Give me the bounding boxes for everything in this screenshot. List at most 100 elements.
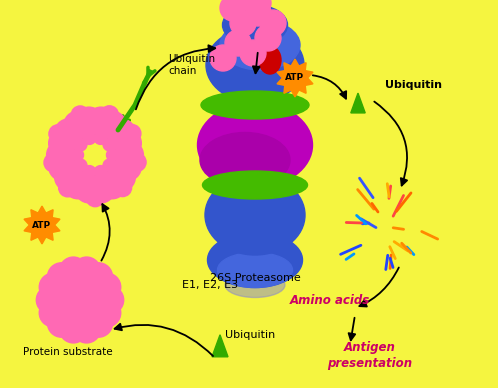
Circle shape [47,141,75,169]
Circle shape [107,149,120,161]
Circle shape [230,0,256,11]
Circle shape [108,119,135,147]
Circle shape [93,273,121,301]
Ellipse shape [200,132,290,187]
Circle shape [77,275,105,303]
Circle shape [96,286,124,314]
Polygon shape [277,59,313,97]
FancyArrowPatch shape [115,324,213,356]
Circle shape [66,270,94,298]
Ellipse shape [225,272,285,298]
Circle shape [87,175,115,203]
Circle shape [93,299,121,327]
Text: Antigen
presentation: Antigen presentation [328,341,412,369]
Circle shape [94,131,107,144]
Circle shape [255,25,281,51]
Circle shape [49,153,77,181]
Circle shape [49,129,77,157]
Circle shape [220,0,246,21]
Circle shape [100,106,119,124]
Circle shape [70,149,84,161]
Circle shape [59,179,77,197]
FancyArrowPatch shape [102,204,110,261]
Circle shape [82,286,110,314]
Circle shape [114,153,141,181]
Ellipse shape [259,46,281,74]
Circle shape [47,309,76,337]
Ellipse shape [201,91,309,119]
Polygon shape [351,93,365,113]
Text: ATP: ATP [285,73,305,83]
Circle shape [98,171,126,199]
Circle shape [66,301,94,330]
Circle shape [49,125,67,143]
Text: Ubiquitin: Ubiquitin [385,80,442,90]
Circle shape [75,107,103,135]
FancyArrowPatch shape [360,267,399,307]
Circle shape [39,273,67,301]
Text: E1, E2, E3: E1, E2, E3 [182,280,238,290]
Circle shape [85,309,113,337]
Circle shape [66,286,94,314]
Ellipse shape [208,232,302,288]
Circle shape [245,0,271,26]
Circle shape [260,10,286,36]
Circle shape [36,286,64,314]
Circle shape [64,171,92,199]
Circle shape [86,189,104,207]
Circle shape [55,297,83,325]
Circle shape [74,159,87,172]
Circle shape [87,107,115,135]
Text: Ubiquitin
chain: Ubiquitin chain [168,54,215,76]
Circle shape [39,299,67,327]
Circle shape [230,10,256,36]
Circle shape [74,138,87,151]
FancyArrowPatch shape [313,75,346,99]
FancyArrowPatch shape [374,102,407,185]
Circle shape [114,178,131,197]
Text: Protein substrate: Protein substrate [23,347,113,357]
Text: ATP: ATP [32,220,52,229]
Circle shape [225,30,251,56]
Circle shape [210,45,236,71]
Circle shape [55,275,83,303]
Circle shape [103,138,116,151]
Circle shape [75,175,103,203]
Circle shape [94,166,107,179]
FancyArrowPatch shape [253,53,259,73]
Circle shape [123,125,141,142]
Ellipse shape [206,28,304,102]
Circle shape [73,257,101,285]
Text: 26S Proteasome: 26S Proteasome [210,273,300,283]
Circle shape [98,111,126,139]
Polygon shape [24,206,60,244]
Circle shape [128,153,146,171]
Circle shape [50,286,79,314]
Ellipse shape [198,102,313,187]
Circle shape [77,297,105,325]
Circle shape [240,40,266,66]
Ellipse shape [205,175,305,255]
Circle shape [64,111,92,139]
Circle shape [71,106,89,124]
Ellipse shape [203,171,307,199]
Circle shape [59,315,88,343]
Circle shape [108,163,135,191]
FancyArrowPatch shape [136,45,215,109]
Text: Amino acids: Amino acids [290,293,370,307]
Circle shape [85,263,113,291]
Circle shape [73,315,101,343]
Text: Ubiquitin: Ubiquitin [225,330,275,340]
Ellipse shape [223,5,287,45]
Circle shape [79,139,112,171]
Circle shape [245,0,271,16]
Circle shape [44,154,62,171]
Ellipse shape [220,20,300,70]
Circle shape [103,159,116,172]
Circle shape [114,129,141,157]
Circle shape [83,166,96,179]
Circle shape [83,131,96,144]
Circle shape [55,163,83,191]
Circle shape [116,141,143,169]
Circle shape [59,257,88,285]
